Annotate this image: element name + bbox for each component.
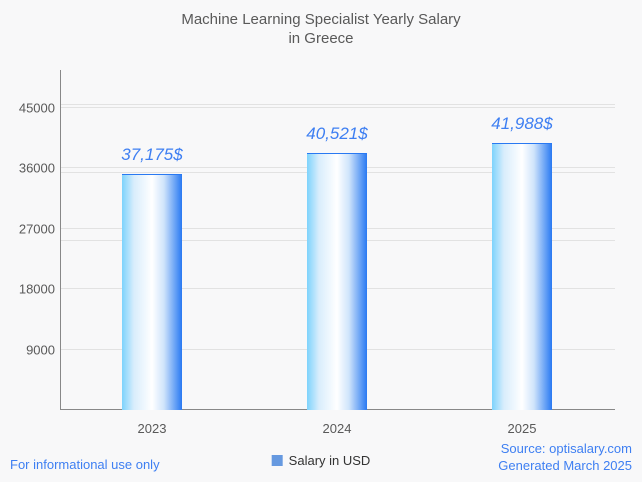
y-axis-line <box>60 70 61 410</box>
legend-swatch-salary <box>272 455 283 466</box>
ytick-27000: 27000 <box>5 221 55 236</box>
xtick-2023: 2023 <box>122 421 182 436</box>
bar-2025[interactable] <box>492 143 552 410</box>
ytick-36000: 36000 <box>5 161 55 176</box>
bar-2024[interactable] <box>307 153 367 410</box>
plot-area: 9000 18000 27000 36000 45000 37,175$ 202… <box>60 70 615 410</box>
ytick-9000: 9000 <box>5 342 55 357</box>
chart-title: Machine Learning Specialist Yearly Salar… <box>0 0 642 48</box>
bar-value-label-2024: 40,521$ <box>272 124 402 144</box>
footer-right-text: Source: optisalary.com Generated March 2… <box>498 440 632 474</box>
bar-2023[interactable] <box>122 174 182 410</box>
gridline-45000b <box>60 107 615 108</box>
bar-value-label-2023: 37,175$ <box>87 145 217 165</box>
ytick-18000: 18000 <box>5 282 55 297</box>
gridline-9000 <box>60 104 615 105</box>
ytick-45000: 45000 <box>5 100 55 115</box>
xtick-2025: 2025 <box>492 421 552 436</box>
legend: Salary in USD <box>272 453 371 468</box>
legend-label-salary: Salary in USD <box>289 453 371 468</box>
xtick-2024: 2024 <box>307 421 367 436</box>
chart-container: Machine Learning Specialist Yearly Salar… <box>0 0 642 482</box>
bar-value-label-2025: 41,988$ <box>457 114 587 134</box>
footer-left-text: For informational use only <box>10 457 160 472</box>
